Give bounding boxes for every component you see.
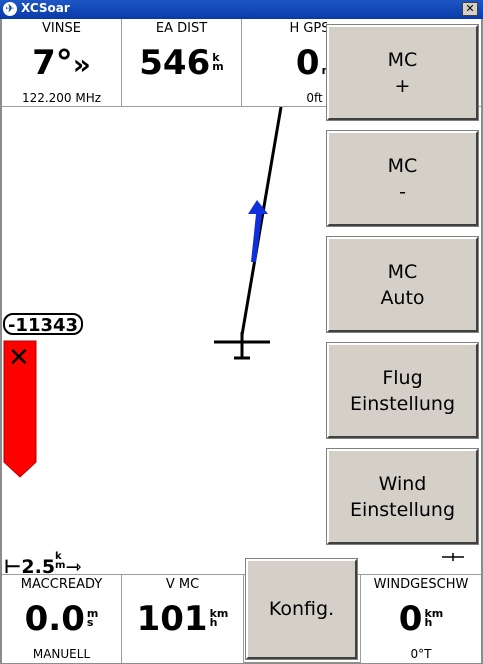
infobox-windgeschw[interactable]: WINDGESCHW 0 km h 0°T	[360, 575, 481, 663]
infobox-value: 101	[136, 599, 208, 639]
scale-left-icon: ⊢	[4, 556, 22, 578]
wind-arrow-icon	[248, 200, 268, 262]
infobox-maccready[interactable]: MACCREADY 0.0 m s MANUELL	[2, 575, 122, 663]
flight-settings-button[interactable]: Flug Einstellung	[326, 342, 479, 439]
infobox-vinse[interactable]: VINSE 7°» 122.200 MHz	[2, 19, 122, 106]
close-button[interactable]: ✕	[462, 2, 478, 16]
infobox-value: 0	[295, 43, 320, 83]
map-scale: ⊢2.5k m⇾	[4, 551, 82, 579]
infobox-value: 0.0	[24, 599, 85, 639]
bottom-infobox-strip: MACCREADY 0.0 m s MANUELL V MC 101 km h WIND…	[2, 574, 481, 663]
vario-value: -11343	[3, 313, 83, 336]
vario-bar	[3, 340, 37, 478]
scale-arrow-icon: ⇾	[65, 556, 82, 578]
infobox-comment: 0ft	[306, 91, 323, 105]
infobox-label: V MC	[165, 577, 200, 592]
infobox-label: H GPS	[289, 21, 327, 36]
app-icon: ✈	[3, 2, 17, 16]
infobox-label: WINDGESCHW	[373, 577, 469, 592]
infobox-value: 7°	[32, 43, 73, 83]
mc-plus-button[interactable]: MC +	[326, 24, 479, 121]
infobox-label: MACCREADY	[20, 577, 103, 592]
mc-minus-button[interactable]: MC -	[326, 130, 479, 227]
mc-auto-button[interactable]: MC Auto	[326, 236, 479, 333]
scale-value: 2.5	[21, 556, 56, 578]
close-icon: ✕	[8, 343, 30, 373]
window-title: XCSoar	[21, 1, 70, 15]
wind-settings-button[interactable]: Wind Einstellung	[326, 448, 479, 545]
infobox-label: EA DIST	[155, 21, 208, 36]
window-frame	[0, 19, 483, 664]
infobox-label: VINSE	[42, 21, 81, 36]
infobox-value: 0	[398, 599, 423, 639]
track-line	[240, 106, 283, 336]
infobox-ea-dist[interactable]: EA DIST 546 k m	[122, 19, 242, 106]
infobox-comment: MANUELL	[32, 647, 91, 661]
infobox-v-mc[interactable]: V MC 101 km h	[122, 575, 244, 663]
config-button[interactable]: Konfig.	[245, 558, 358, 660]
infobox-value: 546	[139, 43, 211, 83]
top-infobox-strip: VINSE 7°» 122.200 MHz EA DIST 546 k m H GP…	[2, 19, 481, 107]
infobox-comment: 0°T	[410, 647, 432, 661]
title-bar: ✈ XCSoar ✕	[0, 0, 483, 19]
double-chevron-icon: »	[72, 48, 91, 81]
map-canvas	[3, 106, 464, 561]
infobox-comment: 122.200 MHz	[21, 91, 102, 105]
infobox-h-gps[interactable]: H GPS 0m 0ft	[242, 19, 327, 106]
aircraft-small-icon	[442, 553, 464, 561]
